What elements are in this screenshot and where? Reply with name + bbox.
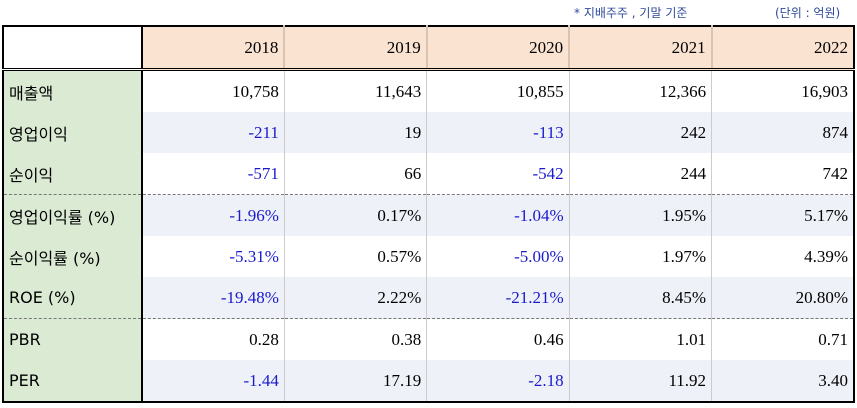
value-cell: 0.46	[426, 318, 570, 360]
row-label: 매출액	[3, 69, 143, 112]
value-cell: 5.17%	[711, 194, 854, 236]
value-cell: 0.28	[141, 318, 285, 360]
table-row: PER -1.44 17.19 -2.18 11.92 3.40	[3, 360, 854, 402]
value-cell: -1.44	[141, 360, 285, 402]
year-header: 2022	[710, 26, 854, 71]
value-cell: 16,903	[711, 69, 854, 112]
row-label: 순이익	[3, 153, 143, 195]
table-row: PBR 0.28 0.38 0.46 1.01 0.71	[3, 318, 854, 360]
corner-cell	[3, 26, 143, 71]
table-row: ROE (%) -19.48% 2.22% -21.21% 8.45% 20.80%	[3, 277, 854, 319]
value-cell: -1.04%	[426, 194, 570, 236]
value-cell: 0.71	[711, 318, 854, 360]
value-cell: 0.17%	[283, 194, 427, 236]
year-header: 2020	[425, 26, 570, 71]
value-cell: -21.21%	[426, 277, 570, 319]
value-cell: 20.80%	[711, 277, 854, 319]
value-cell: 1.95%	[568, 194, 712, 236]
table-row: 영업이익 -211 19 -113 242 874	[3, 112, 854, 153]
value-cell: 10,758	[141, 69, 285, 112]
value-cell: 4.39%	[711, 236, 854, 277]
table-row: 순이익률 (%) -5.31% 0.57% -5.00% 1.97% 4.39%	[3, 236, 854, 277]
value-cell: 3.40	[711, 360, 854, 402]
value-cell: 66	[283, 153, 427, 195]
value-cell: 1.97%	[568, 236, 712, 277]
value-cell: 12,366	[568, 69, 712, 112]
value-cell: 17.19	[283, 360, 427, 402]
value-cell: 0.57%	[283, 236, 427, 277]
header-row: 2018 2019 2020 2021 2022	[3, 26, 854, 71]
year-header: 2021	[568, 26, 712, 71]
value-cell: 19	[283, 112, 427, 153]
row-label: 영업이익	[3, 112, 143, 153]
table-row: 영업이익률 (%) -1.96% 0.17% -1.04% 1.95% 5.17%	[3, 194, 854, 236]
row-label: PER	[3, 360, 143, 402]
row-label: 영업이익률 (%)	[3, 194, 143, 236]
financial-table: 2018 2019 2020 2021 2022 매출액 10,758 11,643…	[2, 25, 855, 403]
value-cell: 0.38	[283, 318, 427, 360]
table-row: 매출액 10,758 11,643 10,855 12,366 16,903	[3, 69, 854, 112]
value-cell: 10,855	[426, 69, 570, 112]
value-cell: -19.48%	[141, 277, 285, 319]
value-cell: 742	[711, 153, 854, 195]
year-header: 2018	[140, 26, 285, 71]
value-cell: -1.96%	[141, 194, 285, 236]
value-cell: 11,643	[283, 69, 427, 112]
value-cell: -571	[141, 153, 285, 195]
row-label: 순이익률 (%)	[3, 236, 143, 277]
value-cell: 244	[568, 153, 712, 195]
note-basis: * 지배주주 , 기말 기준	[574, 6, 688, 20]
value-cell: 2.22%	[283, 277, 427, 319]
value-cell: -542	[426, 153, 570, 195]
value-cell: -211	[141, 112, 285, 153]
value-cell: -2.18	[426, 360, 570, 402]
table-row: 순이익 -571 66 -542 244 742	[3, 153, 854, 195]
value-cell: -5.31%	[141, 236, 285, 277]
note-unit: (단위 : 억원)	[775, 6, 841, 20]
value-cell: 11.92	[568, 360, 712, 402]
value-cell: 874	[711, 112, 854, 153]
row-label: PBR	[3, 318, 143, 360]
value-cell: 242	[568, 112, 712, 153]
row-label: ROE (%)	[3, 277, 143, 319]
year-header: 2019	[283, 26, 427, 71]
value-cell: 1.01	[568, 318, 712, 360]
value-cell: 8.45%	[568, 277, 712, 319]
value-cell: -5.00%	[426, 236, 570, 277]
value-cell: -113	[426, 112, 570, 153]
